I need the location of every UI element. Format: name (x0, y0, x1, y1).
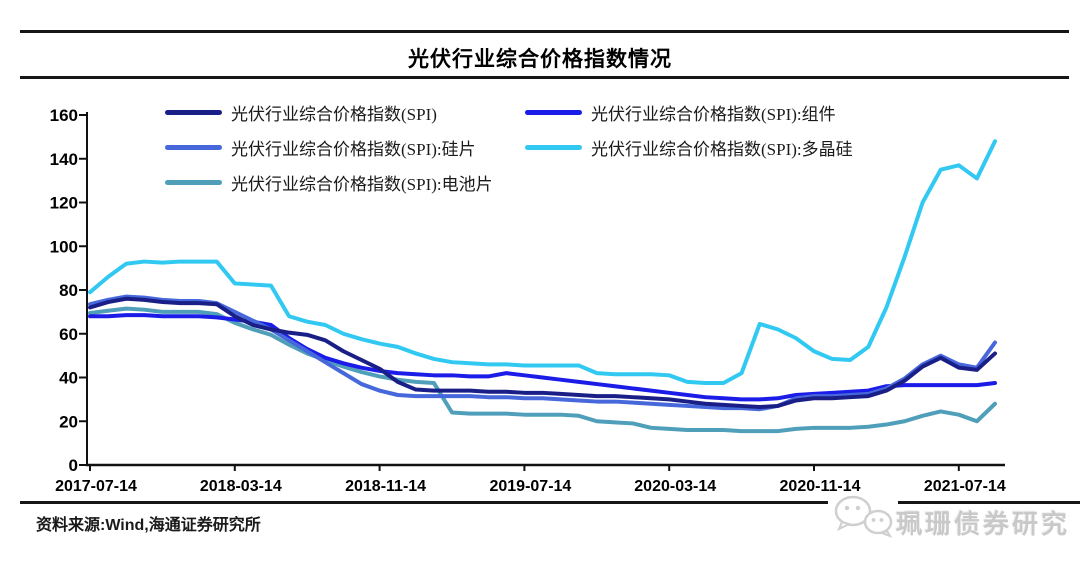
chart-title: 光伏行业综合价格指数情况 (408, 47, 672, 71)
title-bottom-rule (20, 76, 1069, 79)
y-tick-label: 40 (59, 369, 78, 388)
series-line-3 (88, 139, 997, 385)
y-tick-label: 20 (59, 412, 78, 431)
y-tick-label: 0 (69, 456, 78, 475)
legend-item-polysilicon: 光伏行业综合价格指数(SPI):多晶硅 (525, 137, 853, 159)
x-tick-label: 2018-11-14 (345, 478, 426, 495)
series-line-2 (88, 294, 997, 412)
x-tick-label: 2021-07-14 (924, 478, 1006, 495)
legend-item-module: 光伏行业综合价格指数(SPI):组件 (525, 102, 853, 124)
x-tick-label: 2018-03-14 (200, 478, 282, 495)
y-tick-label: 80 (59, 281, 78, 300)
y-tick-label: 160 (50, 106, 78, 125)
legend-swatch-module (525, 110, 582, 115)
series-line-4 (88, 306, 997, 434)
x-tick-label: 2019-07-14 (489, 478, 571, 495)
series-line-0 (88, 296, 997, 410)
wechat-icon (828, 493, 898, 539)
title-top-rule (20, 30, 1069, 33)
legend-swatch-spi (165, 110, 222, 115)
x-tick-label: 2017-07-14 (55, 478, 137, 495)
legend-label-polysilicon: 光伏行业综合价格指数(SPI):多晶硅 (591, 140, 853, 159)
y-tick-label: 120 (50, 194, 78, 213)
x-tick-label: 2020-11-14 (780, 478, 861, 495)
legend-swatch-cell (165, 180, 222, 185)
legend-label-spi: 光伏行业综合价格指数(SPI) (231, 105, 437, 124)
series-line-1 (88, 313, 997, 402)
y-tick-label: 60 (59, 325, 78, 344)
legend-swatch-wafer (165, 145, 222, 150)
watermark-text: 珮珊债券研究 (896, 510, 1071, 539)
legend-label-cell: 光伏行业综合价格指数(SPI):电池片 (231, 175, 493, 194)
legend-label-module: 光伏行业综合价格指数(SPI):组件 (591, 105, 836, 124)
legend-label-wafer: 光伏行业综合价格指数(SPI):硅片 (231, 140, 476, 159)
legend-item-wafer: 光伏行业综合价格指数(SPI):硅片 (165, 137, 525, 159)
legend-item-cell: 光伏行业综合价格指数(SPI):电池片 (165, 172, 525, 194)
y-tick-label: 100 (50, 237, 78, 256)
source-note: 资料来源:Wind,海通证券研究所 (36, 517, 261, 534)
legend-swatch-polysilicon (525, 145, 582, 150)
footer-rule (20, 501, 1080, 504)
x-tick-label: 2020-03-14 (634, 478, 716, 495)
y-tick-label: 140 (50, 150, 78, 169)
legend-item-spi: 光伏行业综合价格指数(SPI) (165, 102, 525, 124)
chart-legend: 光伏行业综合价格指数(SPI) 光伏行业综合价格指数(SPI):组件 光伏行业综… (165, 102, 853, 194)
